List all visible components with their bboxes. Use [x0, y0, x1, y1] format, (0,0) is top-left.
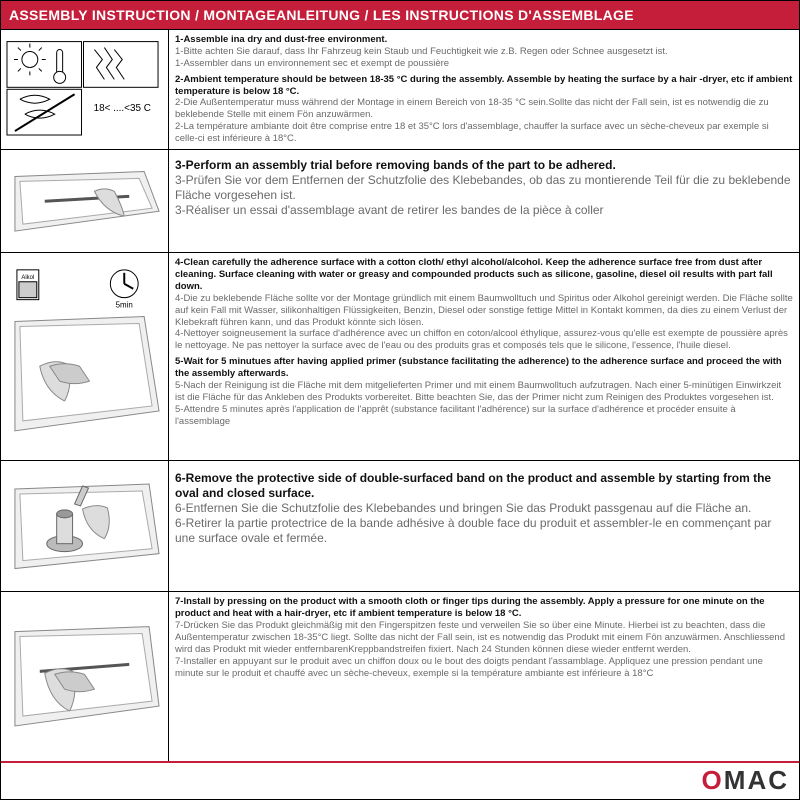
step-row-1: 18< ....<35 C 1-Assemble ina dry and dus…: [1, 29, 799, 149]
step-1-2-text: 1-Assemble ina dry and dust-free environ…: [169, 30, 799, 149]
s2-de: 2-Die Außentemperatur muss während der M…: [175, 97, 793, 121]
step-6-text: 6-Remove the protective side of double-s…: [169, 461, 799, 592]
s5-de: 5-Nach der Reinigung ist die Fläche mit …: [175, 380, 793, 404]
step-3-text: 3-Perform an assembly trial before remov…: [169, 150, 799, 253]
s4-de: 4-Die zu beklebende Fläche sollte vor de…: [175, 293, 793, 329]
s6-fr: 6-Retirer la partie protectrice de la ba…: [175, 516, 793, 546]
s7-de: 7-Drücken Sie das Produkt gleichmäßig mi…: [175, 620, 793, 656]
s1-de: 1-Bitte achten Sie darauf, dass Ihr Fahr…: [175, 46, 793, 58]
step-row-4: 6-Remove the protective side of double-s…: [1, 460, 799, 592]
step-1-image: 18< ....<35 C: [1, 30, 169, 149]
logo-o: O: [702, 765, 724, 795]
header-bar: ASSEMBLY INSTRUCTION / MONTAGEANLEITUNG …: [1, 1, 799, 29]
s7-en: 7-Install by pressing on the product wit…: [175, 596, 793, 620]
svg-text:Alkol: Alkol: [21, 275, 34, 281]
step-3-image: [1, 150, 169, 253]
temp-range-label: 18< ....<35 C: [94, 103, 151, 114]
s5-fr: 5-Attendre 5 minutes après l'application…: [175, 404, 793, 428]
svg-text:5min: 5min: [116, 301, 133, 310]
s5-en: 5-Wait for 5 minutues after having appli…: [175, 356, 793, 380]
s4-fr: 4-Nettoyer soigneusement la surface d'ad…: [175, 328, 793, 352]
s2-fr: 2-La température ambiante doit être comp…: [175, 121, 793, 145]
logo-rest: MAC: [724, 765, 789, 795]
s1-en: 1-Assemble ina dry and dust-free environ…: [175, 34, 793, 46]
instruction-sheet: ASSEMBLY INSTRUCTION / MONTAGEANLEITUNG …: [0, 0, 800, 800]
footer: OMAC: [1, 761, 799, 799]
s6-de: 6-Entfernen Sie die Schutzfolie des Kleb…: [175, 501, 793, 516]
s6-en: 6-Remove the protective side of double-s…: [175, 471, 793, 501]
s2-en: 2-Ambient temperature should be between …: [175, 74, 793, 98]
header-title: ASSEMBLY INSTRUCTION / MONTAGEANLEITUNG …: [9, 7, 634, 23]
step-4-5-text: 4-Clean carefully the adherence surface …: [169, 253, 799, 460]
step-row-3: Alkol 5min 4-Clean carefully the adheren…: [1, 252, 799, 460]
step-7-text: 7-Install by pressing on the product wit…: [169, 592, 799, 761]
step-6-image: [1, 461, 169, 592]
step-7-image: [1, 592, 169, 761]
brand-logo: OMAC: [702, 765, 789, 796]
step-row-5: 7-Install by pressing on the product wit…: [1, 591, 799, 761]
step-row-2: 3-Perform an assembly trial before remov…: [1, 149, 799, 253]
s3-de: 3-Prüfen Sie vor dem Entfernen der Schut…: [175, 173, 793, 203]
s7-fr: 7-Installer en appuyant sur le produit a…: [175, 656, 793, 680]
s4-en: 4-Clean carefully the adherence surface …: [175, 257, 793, 293]
s1-fr: 1-Assembler dans un environnement sec et…: [175, 58, 793, 70]
s3-en: 3-Perform an assembly trial before remov…: [175, 158, 793, 173]
step-4-image: Alkol 5min: [1, 253, 169, 460]
s3-fr: 3-Réaliser un essai d'assemblage avant d…: [175, 203, 793, 218]
